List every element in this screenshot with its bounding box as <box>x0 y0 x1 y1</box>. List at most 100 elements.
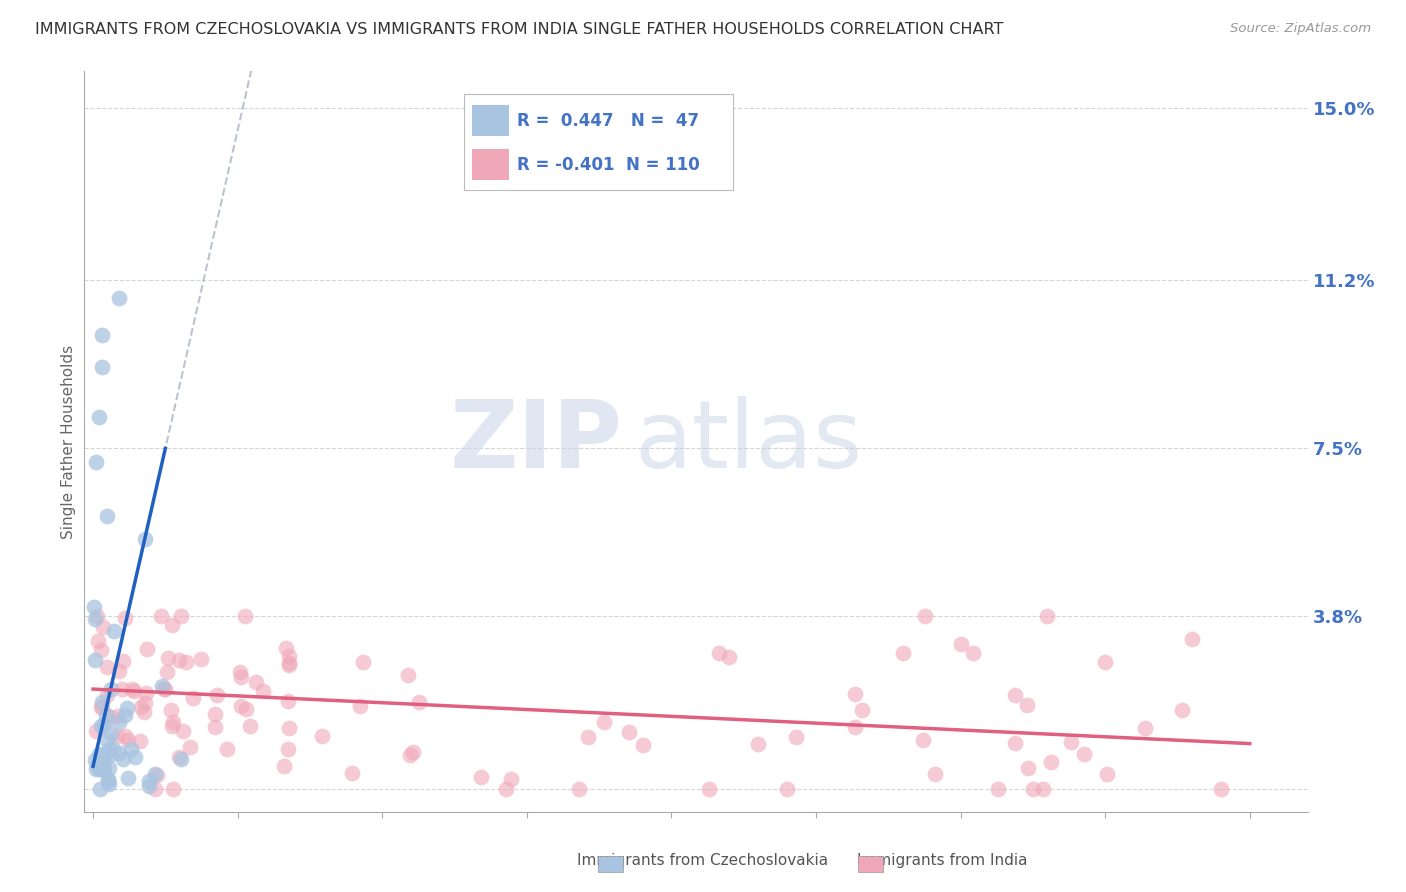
Point <box>987 782 1010 797</box>
Point <box>911 733 934 747</box>
Point <box>1060 735 1083 749</box>
Point <box>143 767 166 781</box>
Point <box>108 292 131 306</box>
Point <box>633 738 655 752</box>
Point <box>408 696 430 710</box>
Point <box>747 737 769 751</box>
Point <box>204 721 226 735</box>
Point <box>100 681 122 696</box>
Point <box>91 620 114 634</box>
Point <box>167 653 190 667</box>
Point <box>844 720 866 734</box>
Point <box>90 359 112 374</box>
Point <box>145 782 167 797</box>
Text: IMMIGRANTS FROM CZECHOSLOVAKIA VS IMMIGRANTS FROM INDIA SINGLE FATHER HOUSEHOLDS: IMMIGRANTS FROM CZECHOSLOVAKIA VS IMMIGR… <box>35 22 1004 37</box>
Point <box>617 724 640 739</box>
Point <box>278 648 301 663</box>
Point <box>97 774 120 789</box>
Point <box>132 705 155 719</box>
Point <box>277 693 299 707</box>
Point <box>111 752 134 766</box>
Point <box>86 762 108 776</box>
Point <box>399 747 422 762</box>
Point <box>215 742 238 756</box>
Point <box>1017 761 1039 775</box>
Point <box>1094 655 1116 669</box>
Point <box>277 721 299 735</box>
Point <box>91 700 114 714</box>
Point <box>93 753 115 767</box>
Point <box>108 665 131 679</box>
Point <box>568 782 591 797</box>
Point <box>98 777 121 791</box>
Point <box>135 641 157 656</box>
Point <box>117 771 139 785</box>
Point <box>170 609 193 624</box>
Point <box>115 700 138 714</box>
Point <box>157 650 180 665</box>
Point <box>96 688 118 702</box>
Point <box>276 640 298 655</box>
Point <box>120 741 142 756</box>
Point <box>844 687 866 701</box>
Point <box>495 782 517 797</box>
Point <box>891 646 914 660</box>
Point <box>1036 609 1059 624</box>
Point <box>129 699 152 714</box>
Point <box>87 762 110 776</box>
Point <box>117 733 139 747</box>
Point <box>231 698 253 713</box>
Point <box>174 656 197 670</box>
Point <box>1133 721 1156 735</box>
Point <box>278 656 301 670</box>
Point <box>105 729 128 743</box>
Point <box>149 609 172 624</box>
Point <box>1004 736 1026 750</box>
Point <box>239 719 262 733</box>
Point <box>1017 698 1039 713</box>
Point <box>273 759 295 773</box>
Point <box>152 679 174 693</box>
Point <box>98 741 121 756</box>
Point <box>107 746 129 760</box>
Point <box>277 742 299 756</box>
Point <box>1073 747 1095 761</box>
Point <box>138 779 160 793</box>
Point <box>96 708 118 723</box>
Point <box>121 681 143 696</box>
Point <box>470 770 492 784</box>
Point <box>98 748 121 763</box>
Point <box>111 681 134 696</box>
Point <box>84 724 107 739</box>
Point <box>190 651 212 665</box>
Point <box>135 686 157 700</box>
Point <box>138 774 160 789</box>
Point <box>90 719 112 733</box>
Point <box>235 702 257 716</box>
Text: Immigrants from Czechoslovakia: Immigrants from Czechoslovakia <box>578 854 828 868</box>
Point <box>83 653 105 667</box>
Point <box>122 683 145 698</box>
Point <box>1209 782 1232 797</box>
Point <box>90 327 112 342</box>
Point <box>86 609 108 624</box>
Point <box>100 710 122 724</box>
Point <box>134 696 156 710</box>
Point <box>103 624 125 638</box>
Point <box>160 719 183 733</box>
Point <box>962 646 984 660</box>
Point <box>114 729 136 743</box>
Point <box>924 767 946 781</box>
Point <box>592 714 614 729</box>
Point <box>87 759 110 773</box>
Point <box>111 653 134 667</box>
Point <box>160 618 183 632</box>
Point <box>245 675 267 690</box>
Point <box>96 660 118 674</box>
Point <box>97 761 120 775</box>
Point <box>114 708 136 723</box>
Point <box>851 703 873 717</box>
Point <box>1004 688 1026 702</box>
Point <box>914 609 936 624</box>
Point <box>97 772 120 786</box>
